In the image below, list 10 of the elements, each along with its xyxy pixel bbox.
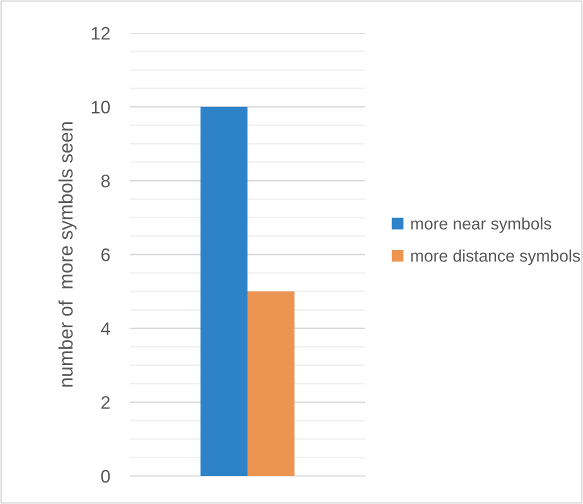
y-tick-label: 0 <box>101 470 110 483</box>
y-tick-label: 6 <box>101 248 110 262</box>
legend-label: more near symbols <box>411 217 552 233</box>
y-tick-label: 8 <box>101 174 110 188</box>
y-tick-label: 12 <box>92 26 110 40</box>
y-tick-label: 2 <box>101 396 110 409</box>
y-axis-title: number of more symbols seen <box>58 122 77 387</box>
y-tick-label: 4 <box>100 322 110 335</box>
legend-label: more distance symbols <box>411 250 580 266</box>
y-tick-label: 10 <box>92 100 110 114</box>
